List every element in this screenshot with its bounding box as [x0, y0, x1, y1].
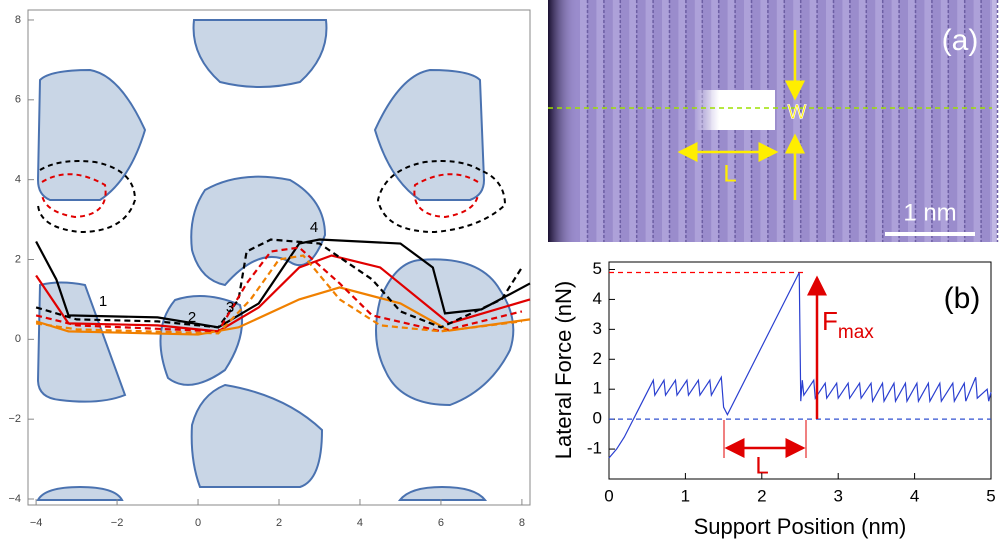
series-line — [35, 254, 531, 333]
island — [373, 68, 486, 201]
swept-region — [695, 90, 775, 130]
x-tick-label: 4 — [357, 517, 363, 529]
x-tick-label: 5 — [986, 486, 995, 505]
series-line — [35, 286, 531, 336]
stripe — [973, 0, 981, 242]
stripe — [580, 0, 587, 242]
island — [36, 485, 124, 501]
y-tick-label: 4 — [593, 289, 602, 308]
contour — [376, 160, 507, 234]
x-tick-label: 4 — [910, 486, 919, 505]
x-tick-label: 3 — [833, 486, 842, 505]
island — [375, 258, 515, 407]
y-tick-label: 5 — [593, 259, 602, 278]
x-tick-label: 1 — [681, 486, 690, 505]
fmax-sub: max — [838, 322, 874, 343]
stripe — [826, 0, 833, 242]
contour — [37, 160, 137, 234]
length-label: L — [723, 160, 736, 187]
width-label: W — [788, 101, 807, 123]
stripe — [875, 0, 883, 242]
y-tick-label: 6 — [15, 94, 21, 106]
stripe — [612, 0, 620, 242]
stripe — [842, 0, 850, 242]
x-tick-label: 0 — [604, 486, 613, 505]
plot-frame — [608, 261, 992, 480]
x-tick-label: −2 — [111, 517, 124, 529]
island — [397, 485, 488, 501]
stripe — [858, 0, 866, 242]
stripe — [891, 0, 899, 242]
series-line — [608, 272, 992, 459]
y-axis-label: Lateral Force (nN) — [551, 281, 576, 460]
panel-label: (b) — [944, 282, 981, 315]
stripe — [908, 0, 915, 242]
series-line — [35, 238, 531, 329]
contour — [413, 173, 479, 219]
x-tick-label: 0 — [195, 517, 201, 529]
y-tick-label: 2 — [593, 349, 602, 368]
image-edge — [548, 0, 578, 242]
y-tick-label: 8 — [15, 14, 21, 26]
y-tick-label: 4 — [15, 174, 21, 186]
y-tick-label: 0 — [593, 409, 602, 428]
series-line — [35, 254, 523, 335]
curve-label: 3 — [226, 299, 234, 316]
fmax-main: F — [822, 306, 838, 336]
series-line — [35, 246, 523, 333]
y-tick-label: 0 — [15, 333, 21, 345]
stripe — [957, 0, 965, 242]
scale-label: 1 nm — [903, 199, 956, 226]
y-tick-label: 3 — [593, 319, 602, 338]
stripe — [990, 0, 997, 242]
length-label: L — [755, 452, 768, 479]
x-tick-label: 8 — [519, 517, 525, 529]
stripe — [596, 0, 604, 242]
x-tick-label: 2 — [276, 517, 282, 529]
y-tick-label: 2 — [15, 253, 21, 265]
y-tick-label: -1 — [587, 439, 602, 458]
dashed-contours — [37, 160, 507, 234]
stripe — [809, 0, 817, 242]
x-tick-label: −4 — [30, 517, 43, 529]
stripe — [629, 0, 637, 242]
image-arrows — [677, 30, 805, 200]
y-tick-label: 1 — [593, 379, 602, 398]
stripe — [645, 0, 653, 242]
contour — [41, 173, 107, 219]
curve-label: 4 — [310, 219, 318, 236]
stripe — [924, 0, 932, 242]
x-tick-label: 2 — [757, 486, 766, 505]
fmax-label: Fmax — [822, 306, 874, 343]
island — [159, 295, 244, 386]
y-tick-label: −4 — [8, 493, 21, 505]
curve-label: 1 — [99, 293, 107, 310]
x-tick-label: 6 — [438, 517, 444, 529]
stripe — [940, 0, 948, 242]
stripe — [662, 0, 669, 242]
island — [192, 19, 328, 88]
series-line — [35, 238, 523, 329]
y-tick-label: −2 — [8, 413, 21, 425]
curve-label: 2 — [188, 309, 196, 326]
stripe — [776, 0, 784, 242]
x-axis-label: Support Position (nm) — [694, 514, 907, 539]
panel-label: (a) — [942, 24, 979, 57]
island — [36, 68, 147, 201]
island — [190, 383, 324, 488]
stripe — [793, 0, 801, 242]
stripe — [678, 0, 686, 242]
